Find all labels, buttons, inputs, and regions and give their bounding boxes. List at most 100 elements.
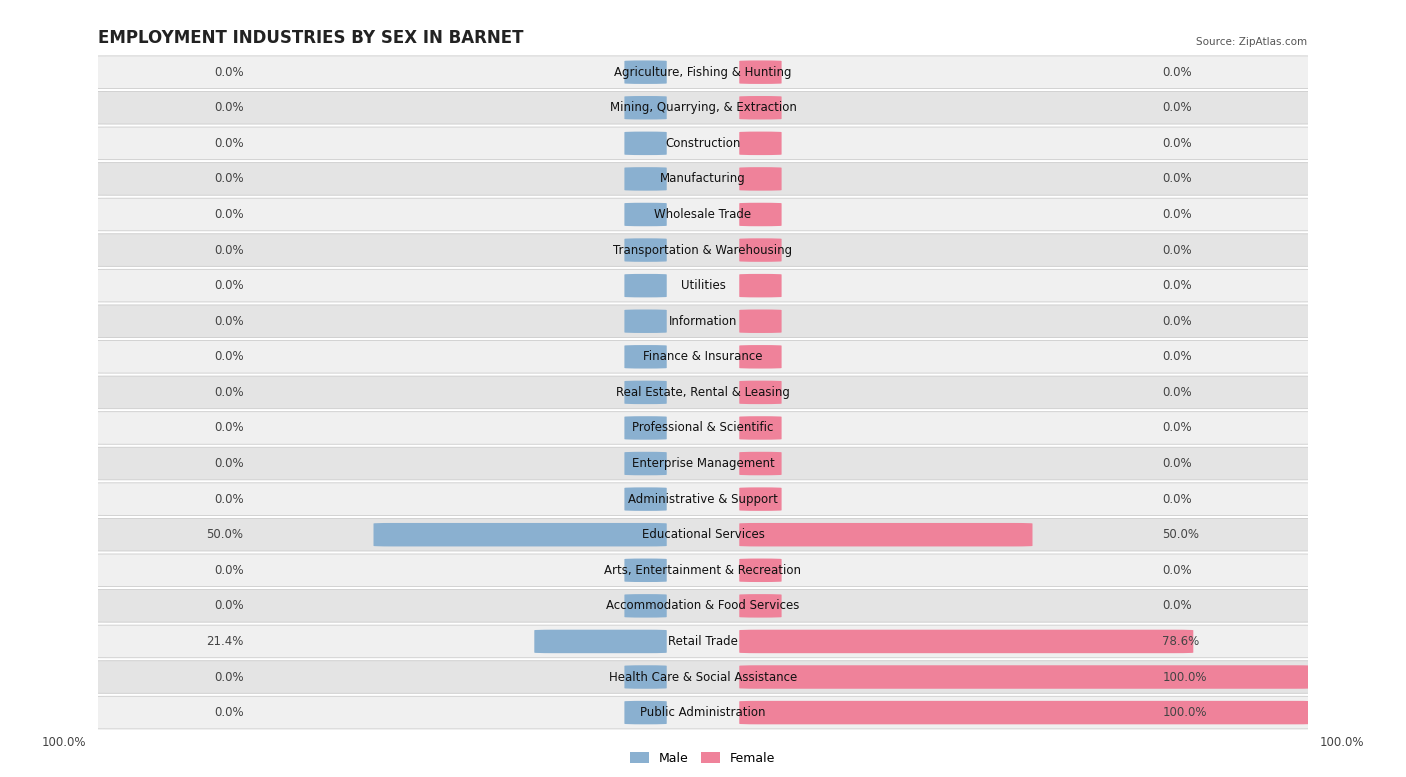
Text: 0.0%: 0.0% (1163, 386, 1192, 399)
FancyBboxPatch shape (89, 56, 1317, 89)
Text: 0.0%: 0.0% (1163, 66, 1192, 78)
FancyBboxPatch shape (740, 594, 782, 618)
FancyBboxPatch shape (624, 701, 666, 724)
Text: Wholesale Trade: Wholesale Trade (654, 208, 752, 221)
FancyBboxPatch shape (740, 131, 782, 155)
FancyBboxPatch shape (624, 594, 666, 618)
Text: Educational Services: Educational Services (641, 528, 765, 542)
FancyBboxPatch shape (89, 412, 1317, 444)
Text: 0.0%: 0.0% (214, 421, 243, 434)
FancyBboxPatch shape (624, 451, 666, 476)
FancyBboxPatch shape (89, 660, 1317, 693)
Text: Information: Information (669, 315, 737, 328)
FancyBboxPatch shape (740, 451, 782, 476)
FancyBboxPatch shape (740, 381, 782, 404)
Text: 21.4%: 21.4% (207, 635, 243, 648)
Text: 0.0%: 0.0% (1163, 137, 1192, 150)
FancyBboxPatch shape (624, 239, 666, 262)
Text: 0.0%: 0.0% (1163, 564, 1192, 577)
Text: 0.0%: 0.0% (214, 279, 243, 292)
Text: 0.0%: 0.0% (1163, 599, 1192, 612)
FancyBboxPatch shape (89, 625, 1317, 657)
FancyBboxPatch shape (624, 131, 666, 155)
FancyBboxPatch shape (740, 665, 1313, 688)
FancyBboxPatch shape (534, 629, 666, 653)
Text: Retail Trade: Retail Trade (668, 635, 738, 648)
FancyBboxPatch shape (89, 590, 1317, 622)
FancyBboxPatch shape (89, 127, 1317, 159)
Text: Real Estate, Rental & Leasing: Real Estate, Rental & Leasing (616, 386, 790, 399)
FancyBboxPatch shape (89, 162, 1317, 195)
Text: 0.0%: 0.0% (214, 137, 243, 150)
Text: 100.0%: 100.0% (1163, 706, 1206, 719)
FancyBboxPatch shape (740, 701, 1313, 724)
FancyBboxPatch shape (740, 167, 782, 190)
Text: 0.0%: 0.0% (1163, 421, 1192, 434)
Text: Enterprise Management: Enterprise Management (631, 457, 775, 470)
Text: 0.0%: 0.0% (214, 315, 243, 328)
Text: 0.0%: 0.0% (1163, 101, 1192, 114)
FancyBboxPatch shape (374, 523, 666, 546)
Text: Utilities: Utilities (681, 279, 725, 292)
Text: 0.0%: 0.0% (214, 457, 243, 470)
Text: 0.0%: 0.0% (214, 706, 243, 719)
FancyBboxPatch shape (740, 239, 782, 262)
FancyBboxPatch shape (89, 448, 1317, 480)
Text: 0.0%: 0.0% (1163, 243, 1192, 256)
Text: 100.0%: 100.0% (1320, 737, 1364, 749)
FancyBboxPatch shape (740, 345, 782, 368)
FancyBboxPatch shape (89, 340, 1317, 373)
Text: 0.0%: 0.0% (214, 386, 243, 399)
Text: 100.0%: 100.0% (42, 737, 86, 749)
FancyBboxPatch shape (89, 234, 1317, 267)
FancyBboxPatch shape (89, 376, 1317, 409)
Text: 0.0%: 0.0% (214, 599, 243, 612)
Text: 0.0%: 0.0% (214, 350, 243, 364)
FancyBboxPatch shape (89, 270, 1317, 302)
FancyBboxPatch shape (89, 696, 1317, 729)
FancyBboxPatch shape (740, 523, 1032, 546)
FancyBboxPatch shape (624, 61, 666, 84)
Text: 0.0%: 0.0% (214, 564, 243, 577)
FancyBboxPatch shape (89, 554, 1317, 587)
Text: Mining, Quarrying, & Extraction: Mining, Quarrying, & Extraction (610, 101, 796, 114)
Text: 0.0%: 0.0% (214, 66, 243, 78)
Text: Source: ZipAtlas.com: Source: ZipAtlas.com (1197, 37, 1308, 47)
Text: 0.0%: 0.0% (214, 493, 243, 506)
Text: Agriculture, Fishing & Hunting: Agriculture, Fishing & Hunting (614, 66, 792, 78)
FancyBboxPatch shape (740, 309, 782, 333)
FancyBboxPatch shape (740, 487, 782, 510)
Text: 0.0%: 0.0% (214, 208, 243, 221)
Text: 50.0%: 50.0% (207, 528, 243, 542)
FancyBboxPatch shape (740, 274, 782, 298)
Text: Accommodation & Food Services: Accommodation & Food Services (606, 599, 800, 612)
Text: Arts, Entertainment & Recreation: Arts, Entertainment & Recreation (605, 564, 801, 577)
FancyBboxPatch shape (624, 167, 666, 190)
Text: Transportation & Warehousing: Transportation & Warehousing (613, 243, 793, 256)
Text: 50.0%: 50.0% (1163, 528, 1199, 542)
FancyBboxPatch shape (624, 96, 666, 120)
FancyBboxPatch shape (624, 487, 666, 510)
FancyBboxPatch shape (624, 665, 666, 688)
Text: Public Administration: Public Administration (640, 706, 766, 719)
FancyBboxPatch shape (740, 96, 782, 120)
Text: 0.0%: 0.0% (214, 172, 243, 186)
Text: 0.0%: 0.0% (214, 671, 243, 684)
Text: EMPLOYMENT INDUSTRIES BY SEX IN BARNET: EMPLOYMENT INDUSTRIES BY SEX IN BARNET (98, 29, 524, 47)
Text: 78.6%: 78.6% (1163, 635, 1199, 648)
Text: 0.0%: 0.0% (214, 101, 243, 114)
FancyBboxPatch shape (89, 518, 1317, 551)
FancyBboxPatch shape (624, 381, 666, 404)
Text: 0.0%: 0.0% (1163, 350, 1192, 364)
FancyBboxPatch shape (740, 203, 782, 226)
FancyBboxPatch shape (89, 483, 1317, 515)
Text: 0.0%: 0.0% (1163, 172, 1192, 186)
Text: Finance & Insurance: Finance & Insurance (644, 350, 762, 364)
FancyBboxPatch shape (624, 203, 666, 226)
FancyBboxPatch shape (624, 416, 666, 440)
Legend: Male, Female: Male, Female (626, 747, 780, 770)
FancyBboxPatch shape (624, 274, 666, 298)
FancyBboxPatch shape (89, 92, 1317, 124)
FancyBboxPatch shape (740, 559, 782, 582)
Text: 0.0%: 0.0% (1163, 493, 1192, 506)
